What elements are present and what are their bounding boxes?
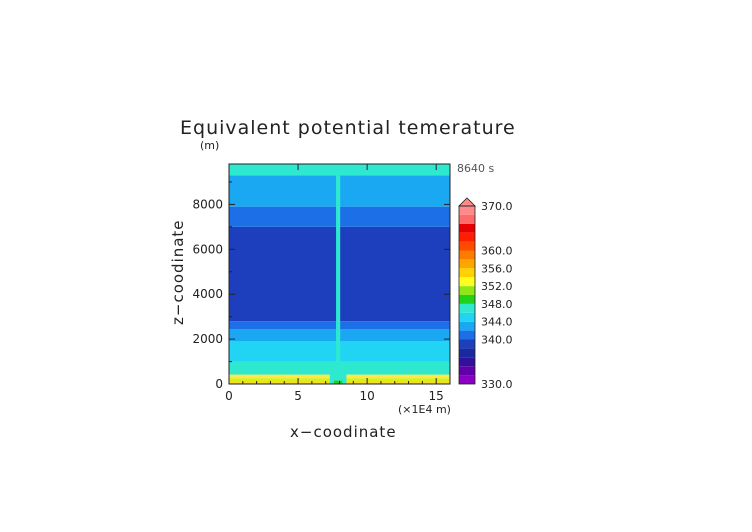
colorbar-segment-5 [459, 330, 475, 340]
colorbar-segment-17 [459, 223, 475, 233]
colorbar-frame [458, 205, 476, 385]
colorbar-tick-label: 356.0 [481, 262, 513, 275]
colorbar-segment-8 [459, 303, 475, 313]
chart-title: Equivalent potential temerature [180, 117, 516, 139]
time-label: 8640 s [457, 162, 494, 175]
colorbar-segment-18 [459, 214, 475, 224]
plume-base [329, 368, 347, 384]
y-axis-label: z−coodinate [169, 219, 187, 325]
colorbar-segment-15 [459, 241, 475, 251]
colorbar-overflow-triangle [458, 197, 476, 207]
colorbar-segment-14 [459, 250, 475, 260]
y-axis: 0 2000 4000 6000 8000 [192, 181, 450, 391]
y-tick-label: 8000 [192, 197, 223, 211]
x-tick-label: 5 [294, 389, 302, 403]
colorbar-top-segment [459, 206, 475, 215]
y-tick-label: 2000 [192, 332, 223, 346]
colorbar-segment-0 [459, 375, 475, 384]
y-tick-label: 0 [215, 377, 223, 391]
colorbar-tick-label: 344.0 [481, 316, 513, 329]
colorbar-segment-13 [459, 259, 475, 269]
y-unit-label: (m) [200, 139, 219, 152]
colorbar-tick-label: 348.0 [481, 298, 513, 311]
colorbar-segment-7 [459, 312, 475, 322]
plume-core [333, 380, 343, 384]
colorbar-tick-label: 360.0 [481, 245, 513, 258]
colorbar-tick-label: 330.0 [481, 378, 513, 391]
colorbar-segment-2 [459, 357, 475, 367]
y-tick-label: 4000 [192, 287, 223, 301]
colorbar-segment-1 [459, 366, 475, 376]
colorbar-tick-label: 340.0 [481, 334, 513, 347]
colorbar-segment-10 [459, 286, 475, 295]
x-axis-label: x−coodinate [290, 423, 397, 441]
y-tick-label: 6000 [192, 242, 223, 256]
colorbar: 370.0 360.0 356.0 352.0 348.0 344.0 340.0 330.0 [458, 197, 513, 391]
colorbar-segment-16 [459, 232, 475, 242]
colorbar-tick-label: 352.0 [481, 280, 513, 293]
x-tick-label: 15 [429, 389, 444, 403]
x-axis: 0 5 10 15 [225, 164, 444, 403]
plot-area [229, 164, 450, 384]
colorbar-tick-label: 370.0 [481, 200, 513, 213]
plume-column [336, 164, 341, 384]
colorbar-segment-3 [459, 348, 475, 358]
x-tick-label: 0 [225, 389, 233, 403]
colorbar-segment-6 [459, 321, 475, 331]
x-tick-label: 10 [359, 389, 374, 403]
colorbar-segment-12 [459, 268, 475, 278]
colorbar-segment-4 [459, 339, 475, 349]
colorbar-segment-11 [459, 277, 475, 287]
x-unit-label: (×1E4 m) [398, 403, 451, 416]
colorbar-segment-9 [459, 295, 475, 304]
